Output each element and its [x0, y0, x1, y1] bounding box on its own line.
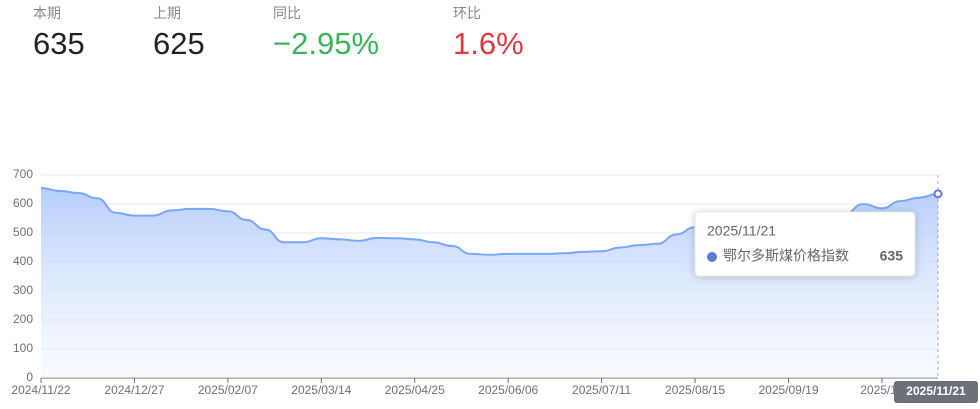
x-tick-label: 2024/11/22 [11, 383, 70, 397]
x-tick-label: 2025/10 [860, 383, 904, 397]
stat-value: 625 [153, 26, 205, 61]
axis-pointer-label-bg [894, 381, 978, 403]
tooltip-series-name: 鄂尔多斯煤价格指数 [723, 248, 849, 264]
y-tick-label: 700 [13, 167, 33, 181]
x-tick-label: 2025/08/15 [665, 383, 725, 397]
y-tick-label: 300 [13, 283, 33, 297]
tooltip-box [694, 211, 916, 277]
stat-label: 同比 [273, 5, 301, 21]
y-tick-label: 100 [13, 341, 33, 355]
y-tick-label: 600 [13, 196, 33, 210]
tooltip-title: 2025/11/21 [707, 223, 776, 239]
y-tick-label: 500 [13, 225, 33, 239]
stats-bar: 本期 635 上期 625 同比 −2.95% 环比 1.6% [0, 0, 980, 70]
x-tick-label: 2025/03/14 [291, 383, 351, 397]
stat-label: 上期 [153, 5, 181, 21]
x-tick-label: 2024/12/27 [104, 383, 164, 397]
tooltip-value: 635 [880, 248, 904, 264]
x-tick-label: 2025/09/19 [758, 383, 818, 397]
stat-value: 635 [33, 26, 85, 61]
stat-value: −2.95% [273, 26, 380, 61]
x-tick-label: 2025/06/06 [478, 383, 538, 397]
y-tick-label: 400 [13, 254, 33, 268]
x-tick-label: 2025/04/25 [385, 383, 445, 397]
tooltip-marker [707, 252, 717, 262]
x-tick-label: 2025/02/07 [198, 383, 258, 397]
stat-value: 1.6% [453, 26, 524, 61]
stat-label: 本期 [33, 5, 61, 21]
axis-pointer-label: 2025/11/21 [906, 384, 966, 398]
hover-point [933, 189, 943, 199]
stat-label: 环比 [453, 5, 481, 21]
x-tick-label: 2025/07/11 [572, 383, 631, 397]
y-tick-label: 200 [13, 312, 33, 326]
y-tick-label: 0 [26, 370, 33, 384]
